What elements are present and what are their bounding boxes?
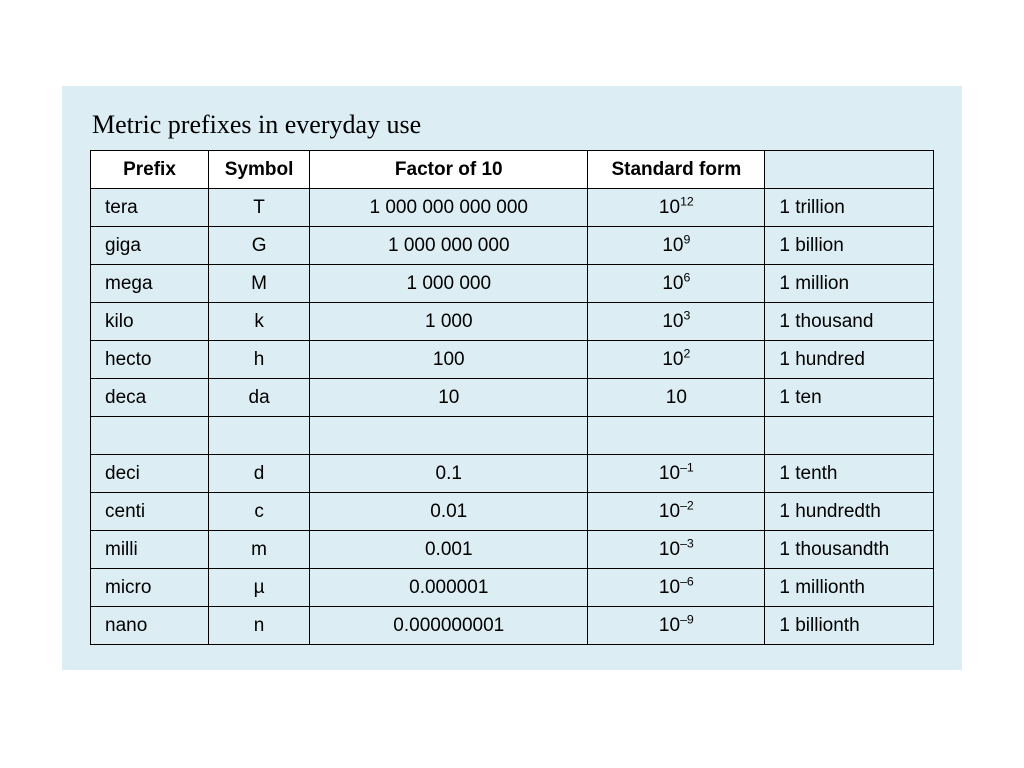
- cell-standard-form: 1012: [588, 189, 765, 227]
- table-row: teraT1 000 000 000 00010121 trillion: [91, 189, 934, 227]
- table-row: millim0.00110–31 thousandth: [91, 531, 934, 569]
- cell-factor: 0.01: [310, 493, 588, 531]
- content-panel: Metric prefixes in everyday use Prefix S…: [62, 86, 962, 670]
- cell-description: 1 thousand: [765, 303, 934, 341]
- cell-symbol: µ: [209, 569, 310, 607]
- cell-standard-form: 10: [588, 379, 765, 417]
- cell-symbol: d: [209, 455, 310, 493]
- cell-description: 1 hundred: [765, 341, 934, 379]
- cell-description: 1 hundredth: [765, 493, 934, 531]
- cell-standard-form: 102: [588, 341, 765, 379]
- table-row: kilok1 0001031 thousand: [91, 303, 934, 341]
- cell-prefix: deca: [91, 379, 209, 417]
- col-header-standard: Standard form: [588, 151, 765, 189]
- cell-factor: 10: [310, 379, 588, 417]
- cell-factor: 0.000000001: [310, 607, 588, 645]
- cell-symbol: k: [209, 303, 310, 341]
- cell-prefix: micro: [91, 569, 209, 607]
- cell-symbol: c: [209, 493, 310, 531]
- cell-symbol: n: [209, 607, 310, 645]
- cell-description: 1 billionth: [765, 607, 934, 645]
- cell-standard-form: 109: [588, 227, 765, 265]
- empty-cell: [765, 417, 934, 455]
- cell-standard-form: 10–9: [588, 607, 765, 645]
- empty-cell: [588, 417, 765, 455]
- table-empty-row: [91, 417, 934, 455]
- cell-standard-form: 10–2: [588, 493, 765, 531]
- table-body: teraT1 000 000 000 00010121 trilliongiga…: [91, 189, 934, 645]
- col-header-factor: Factor of 10: [310, 151, 588, 189]
- table-title: Metric prefixes in everyday use: [92, 110, 934, 140]
- cell-description: 1 millionth: [765, 569, 934, 607]
- cell-prefix: nano: [91, 607, 209, 645]
- col-header-description: [765, 151, 934, 189]
- cell-factor: 100: [310, 341, 588, 379]
- cell-description: 1 tenth: [765, 455, 934, 493]
- cell-symbol: da: [209, 379, 310, 417]
- table-row: nanon0.00000000110–91 billionth: [91, 607, 934, 645]
- metric-prefixes-table: Prefix Symbol Factor of 10 Standard form…: [90, 150, 934, 645]
- table-row: decid0.110–11 tenth: [91, 455, 934, 493]
- cell-prefix: kilo: [91, 303, 209, 341]
- cell-description: 1 ten: [765, 379, 934, 417]
- table-header-row: Prefix Symbol Factor of 10 Standard form: [91, 151, 934, 189]
- cell-prefix: tera: [91, 189, 209, 227]
- empty-cell: [91, 417, 209, 455]
- cell-description: 1 trillion: [765, 189, 934, 227]
- cell-prefix: deci: [91, 455, 209, 493]
- cell-prefix: mega: [91, 265, 209, 303]
- cell-factor: 1 000 000: [310, 265, 588, 303]
- cell-standard-form: 103: [588, 303, 765, 341]
- cell-standard-form: 10–3: [588, 531, 765, 569]
- cell-standard-form: 10–1: [588, 455, 765, 493]
- cell-prefix: giga: [91, 227, 209, 265]
- cell-symbol: h: [209, 341, 310, 379]
- cell-symbol: T: [209, 189, 310, 227]
- cell-factor: 1 000: [310, 303, 588, 341]
- cell-prefix: milli: [91, 531, 209, 569]
- cell-symbol: M: [209, 265, 310, 303]
- table-row: decada10101 ten: [91, 379, 934, 417]
- cell-factor: 0.1: [310, 455, 588, 493]
- table-row: microµ0.00000110–61 millionth: [91, 569, 934, 607]
- cell-prefix: centi: [91, 493, 209, 531]
- col-header-prefix: Prefix: [91, 151, 209, 189]
- cell-factor: 1 000 000 000 000: [310, 189, 588, 227]
- table-row: centic0.0110–21 hundredth: [91, 493, 934, 531]
- cell-standard-form: 10–6: [588, 569, 765, 607]
- cell-prefix: hecto: [91, 341, 209, 379]
- col-header-symbol: Symbol: [209, 151, 310, 189]
- empty-cell: [310, 417, 588, 455]
- table-row: hectoh1001021 hundred: [91, 341, 934, 379]
- cell-factor: 0.001: [310, 531, 588, 569]
- cell-standard-form: 106: [588, 265, 765, 303]
- table-row: megaM1 000 0001061 million: [91, 265, 934, 303]
- cell-factor: 0.000001: [310, 569, 588, 607]
- cell-description: 1 thousandth: [765, 531, 934, 569]
- table-row: gigaG1 000 000 0001091 billion: [91, 227, 934, 265]
- empty-cell: [209, 417, 310, 455]
- cell-description: 1 billion: [765, 227, 934, 265]
- cell-symbol: m: [209, 531, 310, 569]
- cell-factor: 1 000 000 000: [310, 227, 588, 265]
- cell-symbol: G: [209, 227, 310, 265]
- cell-description: 1 million: [765, 265, 934, 303]
